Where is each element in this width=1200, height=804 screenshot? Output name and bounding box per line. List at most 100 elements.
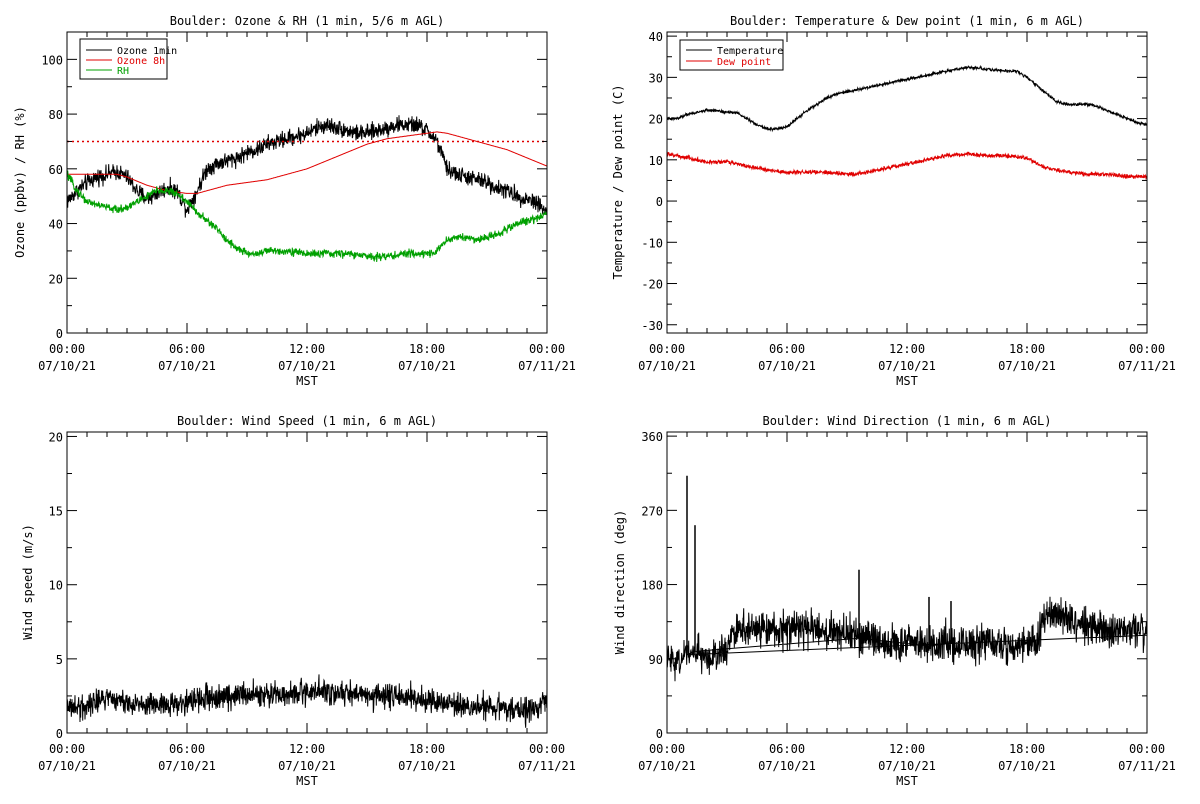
y-tick-label: -20	[641, 278, 663, 292]
series-line-temperature	[667, 64, 1147, 133]
x-tick-time-label: 00:00	[649, 342, 685, 356]
x-tick-date-label: 07/10/21	[398, 759, 456, 773]
y-axis-label: Ozone (ppbv) / RH (%)	[13, 106, 27, 258]
x-tick-time-label: 12:00	[889, 342, 925, 356]
series-layer	[667, 64, 1147, 181]
y-tick-label: 10	[649, 154, 663, 168]
legend-box	[679, 39, 784, 71]
x-axis-label: MST	[296, 774, 318, 788]
y-tick-label: 20	[49, 272, 63, 286]
y-tick-label: 40	[649, 30, 663, 44]
y-tick-label: 15	[49, 505, 63, 519]
chart-wind-speed: Boulder: Wind Speed (1 min, 6 m AGL) Win…	[21, 414, 576, 788]
series-line-trace-0	[667, 596, 1147, 682]
chart-title: Boulder: Wind Speed (1 min, 6 m AGL)	[177, 414, 437, 428]
x-tick-date-label: 07/10/21	[998, 759, 1056, 773]
y-tick-label: 40	[49, 218, 63, 232]
x-tick-date-label: 07/10/21	[278, 359, 336, 373]
x-tick-time-label: 00:00	[529, 342, 565, 356]
legend-label-dew-point: Dew point	[717, 57, 771, 68]
y-tick-label: 0	[56, 327, 63, 341]
y-tick-label: 20	[649, 113, 663, 127]
y-tick-label: 360	[641, 430, 663, 444]
x-tick-time-label: 12:00	[289, 742, 325, 756]
x-tick-time-label: 00:00	[1129, 342, 1165, 356]
x-tick-date-label: 07/10/21	[38, 759, 96, 773]
x-tick-date-label: 07/11/21	[518, 359, 576, 373]
x-tick-time-label: 18:00	[1009, 342, 1045, 356]
legend-box	[79, 38, 168, 80]
x-tick-date-label: 07/10/21	[158, 759, 216, 773]
series-line-dew-point	[667, 151, 1147, 181]
chart-ozone-rh: Boulder: Ozone & RH (1 min, 5/6 m AGL) O…	[13, 14, 576, 388]
x-tick-date-label: 07/10/21	[38, 359, 96, 373]
x-tick-time-label: 12:00	[289, 342, 325, 356]
series-line-trace-0	[67, 674, 547, 728]
x-tick-time-label: 00:00	[649, 742, 685, 756]
x-tick-date-label: 07/10/21	[158, 359, 216, 373]
x-tick-date-label: 07/11/21	[1118, 759, 1176, 773]
series-layer	[667, 475, 1147, 682]
series-line-ozone-8h	[67, 131, 547, 194]
legend-label-ozone-1min: Ozone 1min	[117, 46, 177, 57]
x-tick-date-label: 07/10/21	[278, 759, 336, 773]
chart-title: Boulder: Ozone & RH (1 min, 5/6 m AGL)	[170, 14, 445, 28]
y-tick-label: -30	[641, 319, 663, 333]
x-tick-date-label: 07/10/21	[638, 359, 696, 373]
chart-title: Boulder: Wind Direction (1 min, 6 m AGL)	[763, 414, 1052, 428]
x-tick-date-label: 07/10/21	[878, 759, 936, 773]
x-tick-date-label: 07/10/21	[398, 359, 456, 373]
y-tick-label: 0	[656, 195, 663, 209]
legend-label-rh: RH	[117, 66, 129, 77]
x-axis-label: MST	[896, 774, 918, 788]
legend: Temperature Dew point	[679, 39, 784, 71]
x-tick-time-label: 06:00	[169, 342, 205, 356]
x-tick-date-label: 07/10/21	[998, 359, 1056, 373]
x-tick-time-label: 00:00	[49, 342, 85, 356]
x-tick-time-label: 00:00	[49, 742, 85, 756]
chart-wind-direction: Boulder: Wind Direction (1 min, 6 m AGL)…	[613, 414, 1176, 788]
x-tick-time-label: 00:00	[529, 742, 565, 756]
y-tick-label: 30	[649, 71, 663, 85]
y-tick-label: 5	[56, 653, 63, 667]
x-axis-label: MST	[896, 374, 918, 388]
y-tick-label: 20	[49, 430, 63, 444]
series-line-rh	[67, 170, 547, 263]
x-tick-time-label: 06:00	[769, 742, 805, 756]
y-tick-label: 60	[49, 163, 63, 177]
series-layer	[67, 115, 547, 263]
y-tick-label: -10	[641, 236, 663, 250]
series-layer	[67, 674, 547, 728]
legend-label-ozone-8h: Ozone 8h	[117, 56, 165, 67]
chart-title: Boulder: Temperature & Dew point (1 min,…	[730, 14, 1084, 28]
y-tick-label: 10	[49, 579, 63, 593]
y-axis-label: Wind speed (m/s)	[21, 524, 35, 640]
x-tick-date-label: 07/10/21	[638, 759, 696, 773]
legend-label-temperature: Temperature	[717, 46, 783, 57]
x-tick-date-label: 07/11/21	[1118, 359, 1176, 373]
chart-temperature-dewpoint: Boulder: Temperature & Dew point (1 min,…	[611, 14, 1176, 388]
y-axis-label: Temperature / Dew point (C)	[611, 84, 625, 279]
x-axis-label: MST	[296, 374, 318, 388]
y-tick-label: 0	[56, 727, 63, 741]
y-tick-label: 90	[649, 653, 663, 667]
x-tick-time-label: 00:00	[1129, 742, 1165, 756]
legend: Ozone 1min Ozone 8h RH	[79, 38, 177, 80]
y-tick-label: 100	[41, 53, 63, 67]
x-tick-time-label: 12:00	[889, 742, 925, 756]
y-tick-label: 0	[656, 727, 663, 741]
y-tick-label: 180	[641, 579, 663, 593]
x-tick-date-label: 07/11/21	[518, 759, 576, 773]
x-tick-time-label: 18:00	[409, 742, 445, 756]
x-tick-time-label: 06:00	[169, 742, 205, 756]
x-tick-time-label: 18:00	[409, 342, 445, 356]
y-axis-label: Wind direction (deg)	[613, 510, 627, 655]
x-tick-time-label: 06:00	[769, 342, 805, 356]
x-tick-date-label: 07/10/21	[758, 759, 816, 773]
x-tick-date-label: 07/10/21	[878, 359, 936, 373]
x-tick-time-label: 18:00	[1009, 742, 1045, 756]
y-tick-label: 270	[641, 504, 663, 518]
x-tick-date-label: 07/10/21	[758, 359, 816, 373]
